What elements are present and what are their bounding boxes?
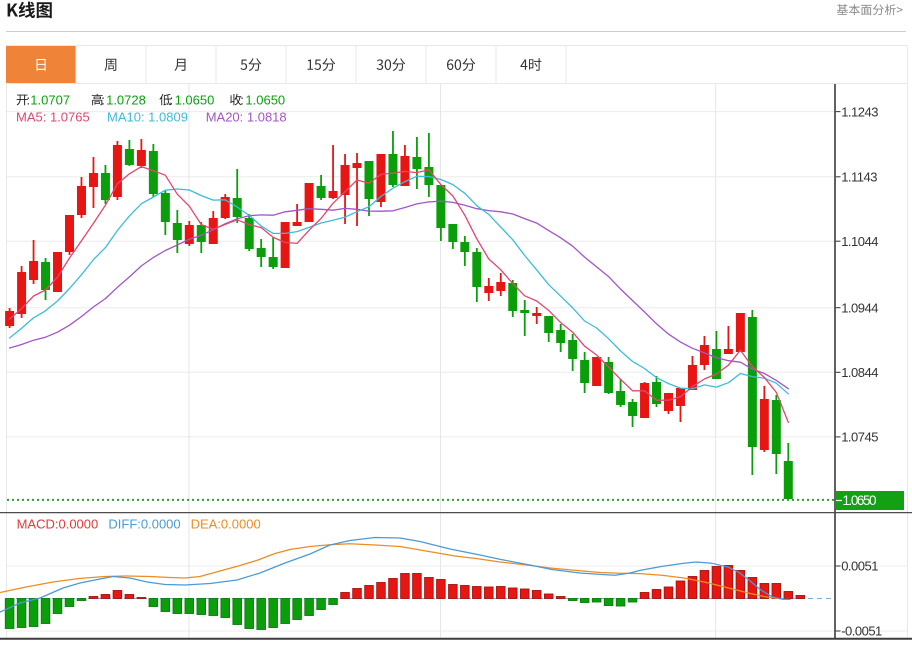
svg-text:DEA:0.0000: DEA:0.0000 [191, 517, 261, 532]
svg-text:MACD:0.0000: MACD:0.0000 [17, 517, 99, 532]
svg-text:1.0944: 1.0944 [841, 300, 878, 315]
svg-text:1.0844: 1.0844 [841, 365, 878, 380]
svg-text:1.0707: 1.0707 [30, 92, 70, 107]
svg-text:1.1243: 1.1243 [841, 104, 878, 119]
svg-text::: : [170, 92, 174, 107]
svg-text:-0.0051: -0.0051 [841, 624, 882, 639]
svg-text:MA10: 1.0809: MA10: 1.0809 [107, 110, 188, 125]
svg-text:DIFF:0.0000: DIFF:0.0000 [108, 517, 180, 532]
svg-text:1.0650: 1.0650 [843, 493, 877, 508]
svg-text:MA20: 1.0818: MA20: 1.0818 [206, 110, 287, 125]
svg-text:0.0051: 0.0051 [841, 559, 878, 574]
svg-text::: : [240, 92, 244, 107]
svg-text:1.0745: 1.0745 [841, 430, 878, 445]
svg-text:1.0650: 1.0650 [245, 92, 285, 107]
svg-text:1.0728: 1.0728 [106, 92, 146, 107]
svg-text::: : [27, 92, 31, 107]
svg-text:1.1143: 1.1143 [841, 170, 877, 185]
svg-text:1.1044: 1.1044 [841, 234, 878, 249]
svg-text::: : [101, 92, 105, 107]
svg-text:1.0650: 1.0650 [175, 92, 215, 107]
svg-text:MA5: 1.0765: MA5: 1.0765 [16, 110, 90, 125]
